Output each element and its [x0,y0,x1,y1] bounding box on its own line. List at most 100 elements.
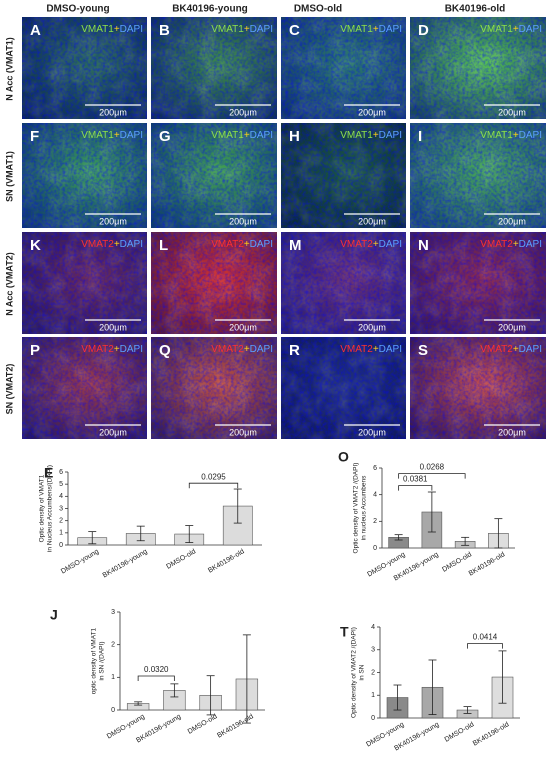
y-tick-label: 4 [373,492,377,499]
panel-letter: C [289,22,300,39]
stain-part: DAPI [250,239,273,250]
x-tick-label: DMSO-young [60,548,100,575]
stain-part: + [373,130,379,141]
stain-part: VMAT2 [211,239,244,250]
stain-part: DAPI [379,130,402,141]
significance-label: 0.0414 [473,633,498,642]
y-tick-label: 2 [111,642,115,649]
significance-label: 0.0295 [201,472,226,481]
nuclei [22,123,147,228]
micrograph-panel: R VMAT2+DAPI 200μm [281,337,406,439]
panel-letter: S [418,342,428,359]
stain-label: VMAT2+DAPI [340,239,402,250]
y-tick-label: 3 [59,505,63,512]
stain-part: VMAT2 [81,344,114,355]
stain-part: DAPI [120,130,143,141]
scale-label: 200μm [498,427,526,437]
stain-part: + [244,344,250,355]
stain-part: VMAT2 [211,344,244,355]
micrograph-panel: H VMAT1+DAPI 200μm [281,123,406,228]
y-axis-label: Optic density of VMAT1 [39,474,46,542]
error-bar [170,683,179,698]
y-tick-label: 0 [371,715,375,722]
y-tick-label: 4 [371,624,375,631]
micrograph-panel: B VMAT1+DAPI 200μm [151,17,277,119]
stain-part: + [114,344,120,355]
x-tick-label: BK40196-old [216,713,255,739]
micrograph-panel: Q VMAT2+DAPI 200μm [151,337,277,439]
panel-letter: H [289,128,300,145]
error-bar [498,650,507,704]
stain-part: + [373,24,379,35]
stain-part: DAPI [250,24,273,35]
column-header: DMSO-young [46,4,109,15]
stain-part: VMAT2 [480,239,513,250]
stain-part: DAPI [519,24,542,35]
y-axis-label: Optic density of VMAT2 /(DAPI) [353,463,360,554]
row-label: SN (VMAT2) [4,364,14,415]
row-label: SN (VMAT1) [4,151,14,202]
y-tick-label: 1 [59,530,63,537]
stain-part: VMAT1 [211,24,244,35]
y-tick-label: 0 [373,545,377,552]
significance-label: 0.0268 [420,463,445,472]
chart-panel-letter: T [340,624,349,640]
micrograph-panel: M VMAT2+DAPI 200μm [281,232,406,334]
significance-bracket [398,473,466,479]
stain-part: DAPI [379,24,402,35]
stain-label: VMAT1+DAPI [211,24,273,35]
stain-label: VMAT1+DAPI [480,130,542,141]
stain-label: VMAT1+DAPI [340,24,402,35]
nuclei [151,17,277,119]
stain-part: VMAT2 [480,344,513,355]
panel-letter: L [159,237,168,254]
panel-letter: D [418,22,429,39]
error-bar [88,531,97,545]
panel-letter: K [30,237,41,254]
column-header: DMSO-old [294,4,342,15]
significance-label: 0.0381 [403,475,428,484]
panel-letter: G [159,128,171,145]
panel-letter: B [159,22,170,39]
stain-part: DAPI [519,130,542,141]
significance-bracket [467,643,503,649]
row-label: N Acc (VMAT1) [4,37,14,101]
stain-label: VMAT2+DAPI [211,239,273,250]
y-axis-label: optic density of VMAT1 [91,627,98,694]
nuclei [22,337,147,439]
nuclei [151,232,277,334]
y-tick-label: 3 [111,609,115,616]
scale-label: 200μm [498,322,526,332]
stain-part: + [114,24,120,35]
micrograph-panel: P VMAT2+DAPI 200μm [22,337,147,439]
nuclei [410,337,546,439]
column-header: BK40196-young [172,4,248,15]
y-tick-label: 5 [59,481,63,488]
stain-part: VMAT1 [211,130,244,141]
error-bar [134,701,143,706]
panel-letter: F [30,128,39,145]
chart-panel-letter: J [50,607,58,623]
x-tick-label: DMSO-old [165,548,197,570]
stain-label: VMAT2+DAPI [340,344,402,355]
nuclei [410,17,546,119]
x-tick-label: DMSO-old [187,713,219,735]
stain-part: VMAT1 [81,24,114,35]
stain-part: VMAT2 [340,239,373,250]
error-bar [185,525,194,543]
scale-label: 200μm [358,427,386,437]
stain-label: VMAT1+DAPI [81,130,143,141]
stain-part: + [373,239,379,250]
stain-part: + [114,239,120,250]
stain-part: + [513,239,519,250]
scale-label: 200μm [498,107,526,117]
stain-part: DAPI [120,344,143,355]
stain-part: DAPI [120,239,143,250]
y-tick-label: 1 [371,692,375,699]
column-header: BK40196-old [445,4,506,15]
error-bar [463,706,472,714]
nuclei [151,123,277,228]
chart-panel-letter: E [44,465,53,481]
y-tick-label: 2 [371,669,375,676]
scale-label: 200μm [99,322,127,332]
